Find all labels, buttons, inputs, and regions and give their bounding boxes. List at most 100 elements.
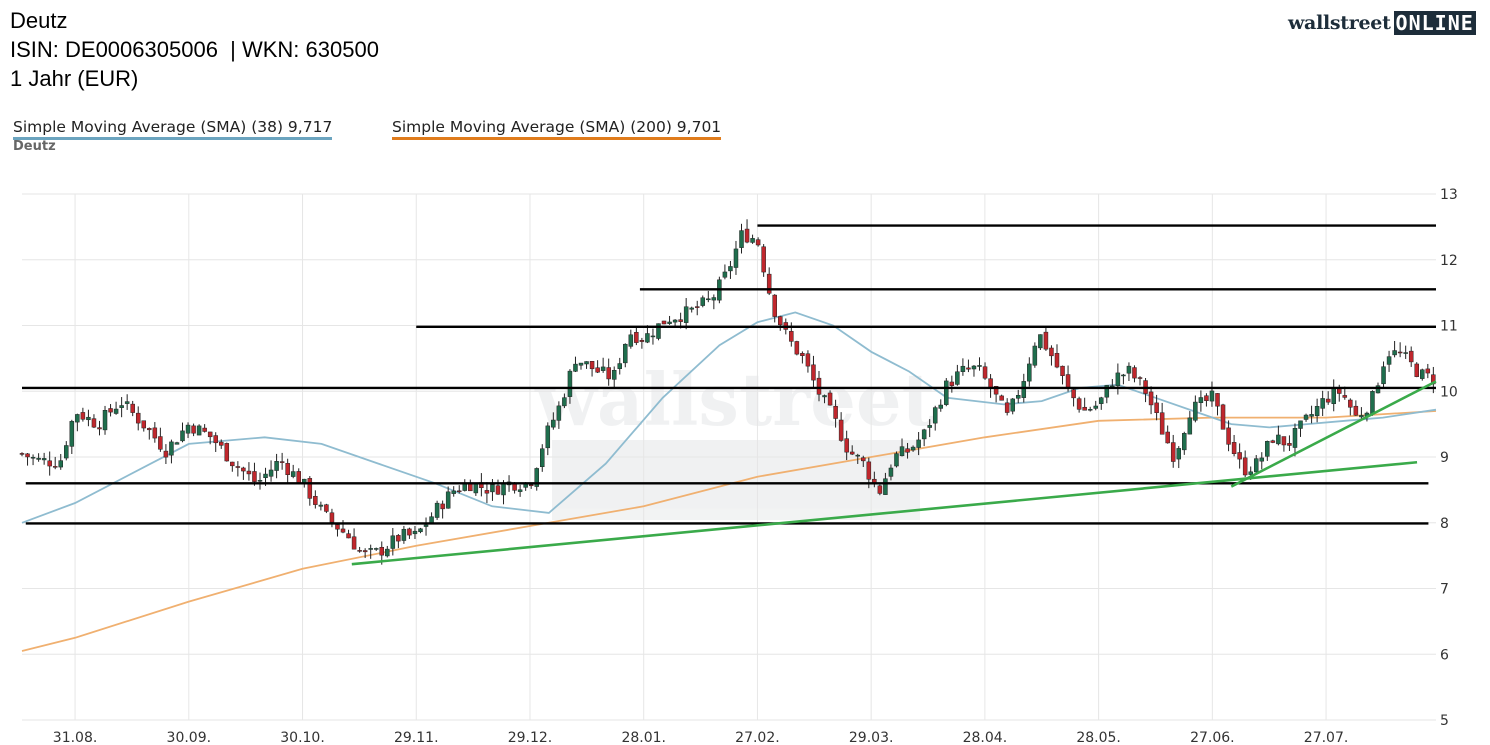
candle-down <box>468 483 473 492</box>
x-tick-label: 29.12. <box>508 730 553 745</box>
candle-up <box>423 524 429 527</box>
candle-down <box>816 377 822 395</box>
candle-down <box>307 478 313 499</box>
isin-wkn-line: ISIN: DE0006305006 | WKN: 630500 <box>10 37 379 62</box>
candle-up <box>1314 406 1320 417</box>
candle-down <box>833 406 838 419</box>
candle-down <box>357 550 362 552</box>
candle-up <box>41 458 47 461</box>
candle-up <box>1331 388 1336 405</box>
candle-down <box>340 528 346 533</box>
candle-up <box>174 442 180 445</box>
candle-up <box>1121 374 1126 377</box>
candle-down <box>1226 427 1231 445</box>
candle-down <box>1204 395 1209 401</box>
candle-up <box>1110 385 1115 388</box>
candle-up <box>562 397 567 407</box>
y-tick-label: 12 <box>1440 253 1458 269</box>
y-tick-label: 10 <box>1440 384 1458 400</box>
legend-sma200[interactable]: Simple Moving Average (SMA) (200) 9,701 <box>392 118 722 140</box>
x-tick-label: 30.10. <box>280 730 325 745</box>
candle-down <box>207 431 213 438</box>
candle-down <box>982 366 988 379</box>
candle-down <box>1165 431 1170 444</box>
candle-up <box>672 319 678 323</box>
candle-up <box>113 408 119 414</box>
candle-down <box>772 294 777 317</box>
x-tick-label: 27.07. <box>1304 730 1349 745</box>
candle-down <box>678 319 683 322</box>
candle-up <box>938 404 944 409</box>
candle-down <box>91 418 97 428</box>
candle-up <box>894 453 899 467</box>
candle-up <box>263 473 268 479</box>
candle-up <box>656 323 661 339</box>
x-tick-label: 28.01. <box>621 730 666 745</box>
candle-up <box>434 502 440 518</box>
candle-up <box>1176 448 1182 460</box>
candle-up <box>490 484 495 493</box>
candle-down <box>1408 350 1414 363</box>
candle-down <box>794 341 800 355</box>
candle-up <box>1386 356 1392 365</box>
candle-up <box>944 380 949 405</box>
candle-down <box>202 427 207 432</box>
candle-down <box>252 471 257 482</box>
candle-up <box>916 439 921 448</box>
candle-down <box>1270 440 1276 443</box>
candle-down <box>755 239 761 246</box>
candle-up <box>390 535 396 549</box>
candle-up <box>86 416 91 421</box>
candle-down <box>1049 347 1054 357</box>
x-tick-label: 31.08. <box>53 730 98 745</box>
candle-down <box>147 428 152 431</box>
candle-down <box>324 504 329 512</box>
candle-down <box>379 546 385 556</box>
candle-down <box>877 485 883 494</box>
candle-up <box>584 361 589 365</box>
candle-up <box>611 370 617 380</box>
candle-up <box>124 401 130 404</box>
candle-up <box>1253 458 1259 473</box>
candle-down <box>661 320 667 325</box>
candle-up <box>102 410 108 431</box>
wallstreet-online-logo[interactable]: wallstreet ONLINE <box>1288 10 1476 36</box>
sma38-line <box>21 311 1437 524</box>
candle-down <box>1242 457 1248 476</box>
candle-up <box>180 430 185 442</box>
candle-up <box>750 238 755 243</box>
trend-line <box>351 460 1418 566</box>
legend-sma38[interactable]: Simple Moving Average (SMA) (38) 9,717 <box>13 118 333 140</box>
candle-up <box>169 441 174 456</box>
candle-up <box>733 248 739 268</box>
y-tick-label: 13 <box>1440 187 1458 203</box>
candle-up <box>960 365 966 372</box>
sma38-path <box>21 311 1437 524</box>
candle-down <box>296 471 301 485</box>
candle-down <box>766 273 772 294</box>
candle-down <box>811 364 816 381</box>
candle-up <box>1015 395 1021 399</box>
candle-up <box>257 480 263 482</box>
candle-down <box>800 353 805 356</box>
candle-up <box>69 421 75 447</box>
candle-up <box>977 365 982 367</box>
candle-down <box>1425 368 1431 374</box>
candle-down <box>456 490 462 493</box>
candle-down <box>744 228 750 243</box>
candle-up <box>728 266 733 272</box>
candle-up <box>75 414 80 423</box>
candle-up <box>955 371 960 385</box>
x-tick-label: 29.11. <box>394 730 439 745</box>
y-tick-label: 11 <box>1440 319 1458 335</box>
candle-down <box>80 412 86 420</box>
candle-down <box>1071 389 1076 399</box>
candle-up <box>722 271 728 278</box>
candle-down <box>1231 442 1237 454</box>
x-tick-label: 27.06. <box>1190 730 1235 745</box>
candle-up <box>645 333 650 343</box>
y-tick-label: 7 <box>1440 582 1449 598</box>
candle-up <box>545 425 551 449</box>
candle-up <box>1104 385 1110 398</box>
